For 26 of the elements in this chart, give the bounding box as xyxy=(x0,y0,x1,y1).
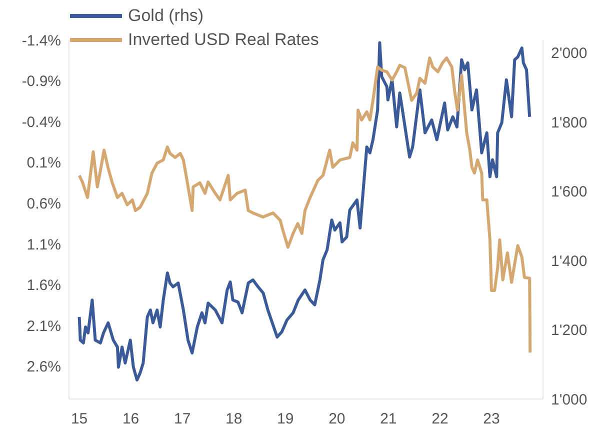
y2-tick-label: 1'200 xyxy=(551,322,588,340)
y-tick-label: -0.9% xyxy=(22,73,61,90)
legend-label: Inverted USD Real Rates xyxy=(128,29,319,51)
y-tick-label: 0.6% xyxy=(26,196,61,213)
y-tick-label: -1.4% xyxy=(22,32,61,50)
y2-tick-label: 1'800 xyxy=(551,114,588,132)
x-tick-label: 22 xyxy=(432,410,448,428)
y-tick-label: 2.1% xyxy=(26,318,61,335)
legend-label: Gold (rhs) xyxy=(128,5,204,27)
x-tick-label: 15 xyxy=(70,410,88,428)
y2-tick-label: 1'600 xyxy=(551,184,588,201)
x-tick-label: 19 xyxy=(277,410,294,428)
x-tick-label: 17 xyxy=(174,410,191,428)
y2-tick-label: 2'000 xyxy=(551,45,588,62)
x-tick-label: 23 xyxy=(483,410,500,428)
y-tick-label: 1.1% xyxy=(26,236,61,254)
y-tick-label: 0.1% xyxy=(26,154,61,172)
y2-tick-label: 1'000 xyxy=(551,391,588,408)
x-tick-label: 21 xyxy=(380,410,397,428)
y-tick-label: 1.6% xyxy=(26,277,61,294)
x-tick-label: 16 xyxy=(122,410,140,428)
y2-tick-label: 1'400 xyxy=(551,252,588,270)
x-tick-label: 18 xyxy=(226,410,242,428)
y-tick-label: -0.4% xyxy=(22,114,61,131)
x-tick-label: 20 xyxy=(328,410,346,428)
y-tick-label: 2.6% xyxy=(26,358,61,376)
